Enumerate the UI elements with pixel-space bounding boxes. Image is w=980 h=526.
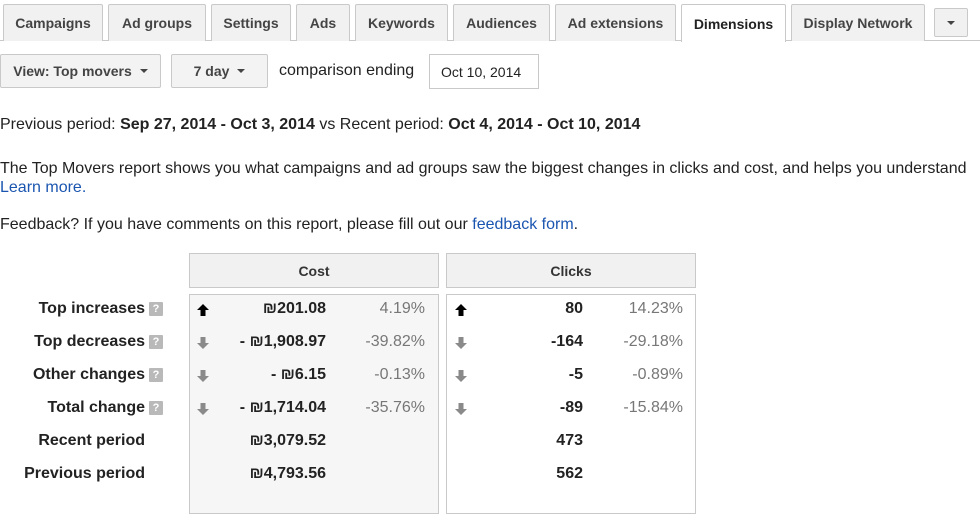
tab-settings[interactable]: Settings bbox=[211, 4, 291, 41]
help-icon[interactable]: ? bbox=[149, 302, 163, 316]
cost-value: ₪201.08 bbox=[262, 300, 326, 317]
clicks-percent: 14.23% bbox=[628, 300, 683, 317]
tab-dimensions[interactable]: Dimensions bbox=[681, 4, 786, 42]
more-tabs-button[interactable] bbox=[934, 8, 968, 37]
feedback-form-link[interactable]: feedback form bbox=[472, 216, 574, 233]
previous-period-label: Previous period: bbox=[0, 116, 116, 133]
tab-label: Ad groups bbox=[122, 15, 192, 31]
cost-percent: -35.76% bbox=[365, 399, 425, 416]
tab-audiences[interactable]: Audiences bbox=[453, 4, 550, 41]
recent-period-label: vs Recent period: bbox=[319, 116, 444, 133]
period-dropdown[interactable]: 7 day bbox=[171, 54, 268, 88]
row-label-text: Recent period bbox=[38, 432, 145, 449]
tab-label: Keywords bbox=[368, 15, 435, 31]
period-info: Previous period: Sep 27, 2014 - Oct 3, 2… bbox=[0, 116, 640, 134]
tab-campaigns[interactable]: Campaigns bbox=[3, 4, 103, 41]
tab-ads[interactable]: Ads bbox=[296, 4, 350, 41]
learn-more-link[interactable]: Learn more. bbox=[0, 179, 87, 196]
tab-keywords[interactable]: Keywords bbox=[355, 4, 448, 41]
row-label-text: Total change bbox=[47, 399, 146, 416]
feedback-line: Feedback? If you have comments on this r… bbox=[0, 216, 578, 234]
clicks-value: 80 bbox=[565, 300, 583, 317]
arrow-down-icon bbox=[197, 370, 209, 382]
tab-label: Display Network bbox=[803, 15, 913, 31]
arrow-down-icon bbox=[197, 403, 209, 415]
view-dropdown[interactable]: View: Top movers bbox=[0, 54, 161, 88]
report-description: The Top Movers report shows you what cam… bbox=[0, 160, 967, 177]
tab-ad-groups[interactable]: Ad groups bbox=[108, 4, 206, 41]
cost-column-header: Cost bbox=[189, 253, 439, 288]
cost-value: - ₪6.15 bbox=[270, 366, 326, 383]
arrow-down-icon bbox=[455, 403, 467, 415]
tab-ad-extensions[interactable]: Ad extensions bbox=[555, 4, 676, 41]
tab-label: Ads bbox=[309, 15, 337, 31]
comparison-date-input[interactable] bbox=[429, 54, 539, 89]
row-label: Previous period? bbox=[24, 465, 163, 483]
cost-percent: -0.13% bbox=[374, 366, 425, 383]
view-dropdown-label: View: Top movers bbox=[13, 63, 132, 79]
tab-label: Audiences bbox=[466, 15, 537, 31]
cost-value: - ₪1,714.04 bbox=[239, 399, 326, 416]
clicks-percent: -15.84% bbox=[623, 399, 683, 416]
row-label-text: Previous period bbox=[24, 465, 145, 482]
clicks-value: -5 bbox=[568, 366, 583, 383]
cost-value: - ₪1,908.97 bbox=[239, 333, 326, 350]
clicks-panel bbox=[446, 294, 696, 514]
feedback-suffix: . bbox=[573, 216, 579, 233]
row-label: Other changes? bbox=[33, 366, 163, 384]
comparison-label: comparison ending bbox=[279, 62, 415, 79]
clicks-percent: -0.89% bbox=[632, 366, 683, 383]
clicks-percent: -29.18% bbox=[623, 333, 683, 350]
learn-more-line: Learn more. bbox=[0, 179, 86, 197]
caret-down-icon bbox=[947, 20, 955, 25]
arrow-down-icon bbox=[197, 337, 209, 349]
tab-label: Dimensions bbox=[693, 15, 774, 32]
arrow-down-icon bbox=[455, 370, 467, 382]
help-icon[interactable]: ? bbox=[149, 368, 163, 382]
period-dropdown-label: 7 day bbox=[193, 63, 230, 79]
clicks-value: -89 bbox=[559, 399, 583, 416]
cost-value: ₪3,079.52 bbox=[249, 432, 326, 449]
feedback-text: Feedback? If you have comments on this r… bbox=[0, 216, 468, 233]
arrow-up-icon bbox=[197, 304, 209, 316]
clicks-column-header: Clicks bbox=[446, 253, 696, 288]
cost-percent: -39.82% bbox=[365, 333, 425, 350]
arrow-up-icon bbox=[455, 304, 467, 316]
cost-percent: 4.19% bbox=[379, 300, 425, 317]
help-icon[interactable]: ? bbox=[149, 401, 163, 415]
recent-period-range: Oct 4, 2014 - Oct 10, 2014 bbox=[448, 116, 641, 133]
tab-label: Ad extensions bbox=[567, 15, 664, 31]
row-label-text: Other changes bbox=[32, 366, 145, 383]
row-label: Top decreases? bbox=[34, 333, 163, 351]
caret-down-icon bbox=[139, 69, 148, 73]
clicks-value: 473 bbox=[556, 432, 583, 449]
row-label: Total change? bbox=[47, 399, 163, 417]
row-label: Top increases? bbox=[39, 300, 163, 318]
row-label-text: Top increases bbox=[38, 300, 145, 317]
tab-label: Settings bbox=[223, 15, 279, 31]
help-icon[interactable]: ? bbox=[149, 335, 163, 349]
tab-display-network[interactable]: Display Network bbox=[791, 4, 925, 41]
tab-label: Campaigns bbox=[15, 15, 91, 31]
row-label-text: Top decreases bbox=[34, 333, 145, 350]
arrow-down-icon bbox=[455, 337, 467, 349]
row-label: Recent period? bbox=[38, 432, 163, 450]
tab-bar: Campaigns Ad groups Settings Ads Keyword… bbox=[0, 0, 980, 42]
cost-panel bbox=[189, 294, 439, 514]
caret-down-icon bbox=[237, 69, 246, 73]
cost-value: ₪4,793.56 bbox=[249, 465, 326, 482]
previous-period-range: Sep 27, 2014 - Oct 3, 2014 bbox=[120, 116, 315, 133]
clicks-value: 562 bbox=[556, 465, 583, 482]
clicks-value: -164 bbox=[550, 333, 583, 350]
